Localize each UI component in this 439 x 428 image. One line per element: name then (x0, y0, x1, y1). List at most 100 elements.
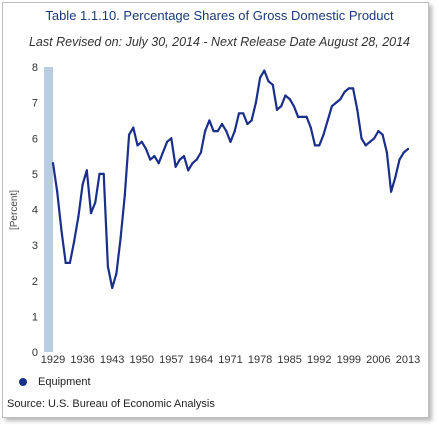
x-tick-label: 1971 (218, 354, 242, 366)
y-axis-bar (44, 67, 53, 352)
data-point (174, 165, 177, 168)
data-point (64, 261, 67, 265)
data-point (220, 122, 224, 126)
data-point (166, 140, 169, 143)
data-point (187, 169, 190, 172)
data-point (140, 140, 143, 143)
y-tick-label: 7 (32, 98, 38, 110)
data-point (51, 162, 55, 165)
data-point (178, 158, 181, 161)
data-point (275, 108, 279, 111)
x-tick-label: 1964 (189, 354, 213, 366)
data-point (77, 215, 80, 218)
data-point (111, 286, 114, 289)
data-point (199, 151, 203, 154)
data-point (385, 151, 388, 154)
data-point (305, 115, 308, 118)
data-point (149, 158, 152, 161)
series-equipment (51, 69, 410, 289)
data-point (284, 94, 287, 97)
data-point (237, 112, 241, 115)
data-point (212, 130, 215, 133)
data-point (98, 172, 101, 175)
data-point (339, 97, 342, 101)
data-point (161, 151, 164, 154)
x-tick-label: 1950 (130, 354, 154, 366)
data-point (343, 90, 346, 94)
data-point (330, 105, 334, 108)
data-point (242, 112, 245, 115)
data-point (106, 265, 110, 268)
data-point (360, 137, 363, 140)
data-point (246, 122, 249, 126)
data-point (195, 158, 198, 161)
chart-frame (2, 2, 429, 418)
x-tick-label: 1985 (277, 354, 301, 366)
x-tick-label: 1992 (307, 354, 331, 366)
y-tick-label: 4 (32, 205, 38, 217)
data-point (191, 162, 194, 165)
data-point (229, 140, 232, 143)
data-point (280, 105, 283, 108)
data-point (123, 194, 126, 197)
data-point (258, 76, 262, 79)
data-point (250, 119, 253, 122)
source-note: Source: U.S. Bureau of Economic Analysis (7, 398, 215, 410)
data-point (157, 162, 160, 165)
data-point (85, 169, 88, 172)
data-point (377, 130, 380, 133)
data-point (56, 190, 59, 193)
data-point (335, 101, 338, 104)
data-point (94, 201, 97, 204)
data-point (406, 147, 410, 151)
y-axis-label: [Percent] (9, 190, 20, 230)
data-point (263, 69, 266, 72)
data-point (394, 176, 397, 179)
data-point (389, 190, 393, 193)
data-point (356, 108, 359, 111)
data-point (313, 144, 317, 147)
data-point (136, 144, 139, 147)
y-tick-label: 1 (32, 311, 38, 323)
data-point (351, 87, 355, 90)
y-tick-label: 0 (32, 347, 38, 359)
data-point (81, 183, 84, 186)
data-point (297, 115, 300, 118)
data-point (170, 137, 173, 140)
data-point (368, 140, 372, 143)
data-point (127, 133, 131, 136)
x-tick-label: 1929 (41, 354, 65, 366)
data-point (68, 261, 72, 265)
data-point (144, 147, 148, 151)
data-point (60, 229, 63, 232)
data-point (402, 151, 405, 154)
data-point (373, 137, 376, 140)
y-tick-label: 6 (32, 133, 38, 145)
x-tick-label: 1936 (70, 354, 94, 366)
x-tick-label: 1999 (337, 354, 361, 366)
data-point (347, 87, 350, 90)
chart-subtitle: Last Revised on: July 30, 2014 - Next Re… (28, 35, 411, 49)
data-point (73, 240, 76, 243)
data-point (225, 130, 228, 133)
data-point (364, 144, 367, 147)
series-line-equipment (51, 69, 410, 289)
data-point (115, 272, 118, 275)
data-point (233, 130, 236, 133)
y-tick-label: 8 (32, 62, 38, 74)
data-point (309, 126, 312, 129)
data-point (326, 119, 329, 122)
data-point (119, 236, 122, 240)
data-point (267, 80, 270, 83)
data-point (216, 130, 219, 133)
data-point (318, 144, 321, 147)
data-point (301, 115, 304, 118)
data-point (271, 83, 274, 86)
legend: Equipment (19, 376, 91, 388)
x-tick-label: 2006 (366, 354, 390, 366)
data-point (254, 101, 257, 104)
data-point (398, 158, 401, 161)
x-tick-label: 1943 (100, 354, 124, 366)
y-tick-labels: 0 1 2 3 4 5 6 7 8 (32, 62, 38, 359)
x-tick-label: 2013 (396, 354, 420, 366)
